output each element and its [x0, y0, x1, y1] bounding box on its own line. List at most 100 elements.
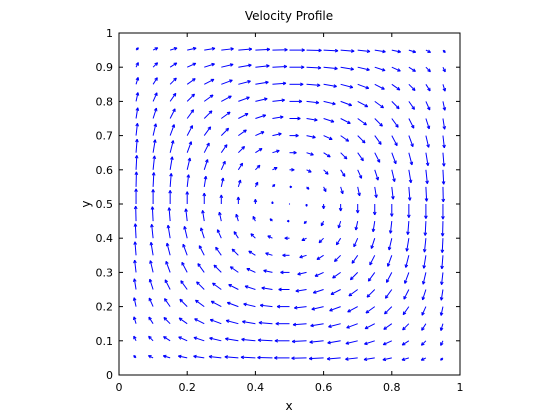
y-tick-label: 0.8 — [96, 95, 114, 108]
velocity-arrow — [357, 100, 369, 108]
velocity-arrow — [167, 207, 172, 222]
velocity-arrow — [323, 100, 336, 106]
velocity-arrow — [364, 323, 375, 330]
velocity-arrow — [195, 299, 205, 308]
velocity-arrow — [274, 338, 290, 343]
velocity-arrow — [193, 354, 205, 359]
velocity-arrow — [383, 323, 393, 330]
velocity-arrow — [220, 144, 228, 153]
velocity-arrow — [272, 64, 288, 69]
velocity-arrow — [391, 101, 400, 110]
velocity-arrow — [422, 238, 427, 253]
velocity-arrow — [440, 221, 445, 237]
velocity-arrow — [374, 118, 383, 127]
velocity-arrow — [306, 135, 316, 139]
velocity-arrow — [323, 66, 338, 71]
velocity-arrow — [215, 246, 222, 256]
velocity-arrow — [134, 155, 139, 170]
velocity-arrow — [374, 135, 382, 145]
velocity-arrow — [357, 186, 361, 197]
velocity-arrow — [382, 340, 393, 346]
velocity-arrow — [237, 162, 244, 171]
velocity-arrow — [255, 47, 271, 52]
velocity-arrow — [244, 285, 256, 290]
velocity-arrow — [204, 78, 215, 85]
velocity-arrow — [374, 186, 378, 198]
y-tick-label: 0.7 — [96, 130, 114, 143]
velocity-arrow — [180, 280, 188, 290]
velocity-arrow — [236, 196, 241, 204]
velocity-arrow — [323, 118, 335, 123]
velocity-arrow — [301, 237, 307, 241]
velocity-arrow — [183, 226, 188, 239]
velocity-arrow — [374, 66, 386, 72]
velocity-arrow — [149, 260, 154, 273]
velocity-arrow — [203, 126, 212, 136]
velocity-arrow — [150, 206, 155, 222]
velocity-arrow — [408, 101, 415, 110]
velocity-arrow — [182, 243, 188, 256]
velocity-arrow — [382, 357, 392, 362]
velocity-arrow — [257, 355, 273, 360]
velocity-arrow — [199, 227, 205, 239]
velocity-arrow — [231, 248, 239, 256]
velocity-arrow — [208, 354, 222, 359]
velocity-arrow — [318, 237, 324, 244]
velocity-arrow — [203, 94, 214, 102]
velocity-arrow — [442, 84, 447, 92]
velocity-arrow — [351, 255, 359, 264]
velocity-arrow — [186, 93, 195, 102]
velocity-arrow — [233, 231, 239, 239]
velocity-arrow — [169, 124, 176, 136]
chart-title: Velocity Profile — [245, 9, 333, 23]
velocity-arrow — [407, 186, 412, 201]
velocity-arrow — [193, 336, 205, 342]
velocity-arrow — [340, 49, 355, 53]
velocity-arrow — [186, 141, 193, 153]
velocity-arrow — [403, 272, 410, 284]
velocity-arrow — [221, 79, 233, 85]
velocity-arrow — [310, 323, 324, 328]
velocity-arrow — [337, 220, 342, 229]
velocity-arrow — [374, 83, 385, 90]
velocity-arrow — [371, 221, 376, 233]
velocity-arrow — [374, 169, 380, 181]
velocity-arrow — [152, 123, 158, 136]
velocity-arrow — [133, 335, 137, 342]
velocity-arrow — [253, 199, 258, 204]
velocity-arrow — [178, 317, 188, 325]
velocity-arrow — [309, 340, 324, 344]
velocity-arrow — [388, 221, 393, 234]
y-tick-label: 0.3 — [96, 266, 114, 279]
velocity-arrow — [292, 322, 307, 327]
velocity-arrow — [276, 304, 290, 309]
velocity-arrow — [345, 357, 358, 361]
velocity-arrow — [345, 340, 358, 345]
velocity-arrow — [442, 66, 446, 73]
velocity-arrow — [439, 289, 444, 301]
velocity-arrow — [314, 271, 324, 277]
velocity-arrow — [369, 255, 376, 266]
velocity-arrow — [389, 204, 394, 217]
velocity-arrow — [403, 289, 410, 300]
velocity-arrow — [169, 173, 173, 187]
velocity-arrow — [405, 238, 410, 252]
velocity-arrow — [425, 118, 431, 130]
velocity-arrow — [365, 306, 376, 314]
velocity-arrow — [312, 289, 324, 294]
velocity-arrow — [272, 81, 287, 86]
velocity-arrow — [219, 194, 224, 204]
velocity-arrow — [441, 204, 445, 220]
velocity-arrow — [386, 255, 393, 267]
velocity-arrow — [220, 127, 230, 136]
velocity-arrow — [220, 160, 226, 171]
velocity-arrow — [323, 135, 333, 141]
velocity-arrow — [289, 48, 305, 52]
velocity-arrow — [186, 125, 194, 136]
velocity-arrow — [255, 64, 270, 68]
velocity-arrow — [218, 211, 222, 222]
velocity-arrow — [133, 205, 138, 222]
velocity-arrow — [374, 100, 384, 109]
velocity-arrow — [408, 118, 415, 129]
velocity-arrow — [150, 224, 154, 239]
